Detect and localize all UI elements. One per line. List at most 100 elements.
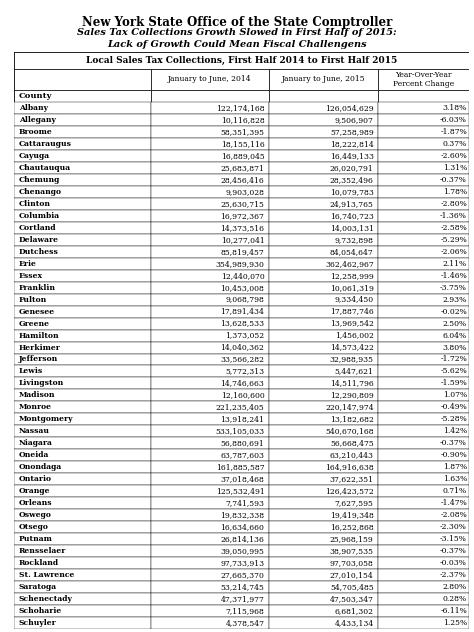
Text: -1.87%: -1.87% bbox=[440, 128, 467, 136]
Bar bbox=[378, 162, 469, 174]
Text: Essex: Essex bbox=[19, 272, 43, 280]
Text: 125,532,491: 125,532,491 bbox=[216, 487, 264, 495]
Bar bbox=[14, 246, 151, 258]
Bar bbox=[378, 341, 469, 353]
Bar bbox=[151, 258, 269, 270]
Bar bbox=[378, 449, 469, 461]
Text: 1.31%: 1.31% bbox=[443, 164, 467, 172]
Bar bbox=[269, 437, 378, 449]
Text: 14,573,422: 14,573,422 bbox=[330, 344, 374, 351]
Text: 6.04%: 6.04% bbox=[443, 332, 467, 339]
Bar bbox=[151, 449, 269, 461]
Text: 6,681,302: 6,681,302 bbox=[335, 607, 374, 615]
Text: Oneida: Oneida bbox=[19, 451, 49, 459]
Text: Onondaga: Onondaga bbox=[19, 463, 62, 471]
Bar bbox=[378, 605, 469, 617]
Bar bbox=[151, 318, 269, 329]
Text: -0.37%: -0.37% bbox=[440, 547, 467, 555]
Bar bbox=[151, 114, 269, 126]
Bar bbox=[269, 282, 378, 294]
Bar bbox=[269, 341, 378, 353]
Bar bbox=[269, 557, 378, 569]
Text: 57,258,989: 57,258,989 bbox=[330, 128, 374, 136]
Bar bbox=[269, 521, 378, 533]
Bar bbox=[378, 234, 469, 246]
Bar bbox=[14, 150, 151, 162]
Text: 27,665,370: 27,665,370 bbox=[220, 571, 264, 579]
Text: 354,989,930: 354,989,930 bbox=[216, 260, 264, 268]
Text: 4,378,547: 4,378,547 bbox=[226, 619, 264, 627]
Bar bbox=[151, 473, 269, 485]
Bar bbox=[269, 461, 378, 473]
Text: 25,683,871: 25,683,871 bbox=[220, 164, 264, 172]
Text: Montgomery: Montgomery bbox=[19, 415, 73, 423]
Text: 25,630,715: 25,630,715 bbox=[220, 200, 264, 208]
Text: Rensselaer: Rensselaer bbox=[19, 547, 66, 555]
Text: 126,423,572: 126,423,572 bbox=[325, 487, 374, 495]
Bar bbox=[14, 569, 151, 581]
Text: 2.50%: 2.50% bbox=[443, 320, 467, 327]
Bar bbox=[269, 150, 378, 162]
Bar bbox=[14, 509, 151, 521]
Text: Schenectady: Schenectady bbox=[19, 595, 73, 603]
Text: 14,511,796: 14,511,796 bbox=[330, 379, 374, 387]
Text: 39,050,995: 39,050,995 bbox=[220, 547, 264, 555]
Bar bbox=[151, 138, 269, 150]
Text: 97,703,058: 97,703,058 bbox=[330, 559, 374, 567]
Text: Rockland: Rockland bbox=[19, 559, 59, 567]
Text: 12,440,070: 12,440,070 bbox=[221, 272, 264, 280]
Text: 28,352,496: 28,352,496 bbox=[330, 176, 374, 184]
Text: 24,913,765: 24,913,765 bbox=[330, 200, 374, 208]
Bar bbox=[151, 306, 269, 318]
Bar bbox=[378, 545, 469, 557]
Text: -0.02%: -0.02% bbox=[440, 308, 467, 315]
Bar bbox=[269, 258, 378, 270]
Bar bbox=[151, 413, 269, 425]
Bar bbox=[14, 521, 151, 533]
Text: 9,334,450: 9,334,450 bbox=[335, 296, 374, 303]
Bar bbox=[14, 449, 151, 461]
Bar bbox=[151, 509, 269, 521]
Text: -2.37%: -2.37% bbox=[440, 571, 467, 579]
Bar bbox=[151, 593, 269, 605]
Text: Cattaraugus: Cattaraugus bbox=[19, 140, 72, 148]
Bar bbox=[269, 509, 378, 521]
Bar bbox=[378, 425, 469, 437]
Bar bbox=[14, 210, 151, 222]
Bar bbox=[269, 306, 378, 318]
Text: 362,462,967: 362,462,967 bbox=[325, 260, 374, 268]
Text: 7,741,593: 7,741,593 bbox=[226, 499, 264, 507]
Text: Broome: Broome bbox=[19, 128, 53, 136]
Bar bbox=[14, 234, 151, 246]
Text: -0.37%: -0.37% bbox=[440, 176, 467, 184]
Text: Albany: Albany bbox=[19, 104, 48, 112]
Text: Chautauqua: Chautauqua bbox=[19, 164, 71, 172]
Bar bbox=[14, 341, 151, 353]
Text: Chemung: Chemung bbox=[19, 176, 60, 184]
Text: -2.80%: -2.80% bbox=[440, 200, 467, 208]
Bar bbox=[14, 617, 151, 629]
Text: Greene: Greene bbox=[19, 320, 50, 327]
Bar bbox=[151, 617, 269, 629]
Bar bbox=[269, 605, 378, 617]
Bar bbox=[269, 90, 378, 102]
Text: 7,115,968: 7,115,968 bbox=[226, 607, 264, 615]
Bar bbox=[269, 449, 378, 461]
Bar bbox=[378, 509, 469, 521]
Text: Delaware: Delaware bbox=[19, 236, 59, 244]
Bar bbox=[14, 533, 151, 545]
Bar bbox=[378, 306, 469, 318]
Text: 16,972,367: 16,972,367 bbox=[220, 212, 264, 220]
Bar bbox=[14, 365, 151, 377]
Bar bbox=[269, 318, 378, 329]
Text: Saratoga: Saratoga bbox=[19, 583, 57, 591]
Bar bbox=[14, 329, 151, 341]
Bar bbox=[378, 557, 469, 569]
Text: 19,419,348: 19,419,348 bbox=[330, 511, 374, 519]
Bar bbox=[151, 150, 269, 162]
Bar bbox=[269, 102, 378, 114]
Bar bbox=[14, 389, 151, 401]
Text: Nassau: Nassau bbox=[19, 427, 50, 435]
Bar bbox=[151, 353, 269, 365]
Text: Lewis: Lewis bbox=[19, 367, 43, 375]
